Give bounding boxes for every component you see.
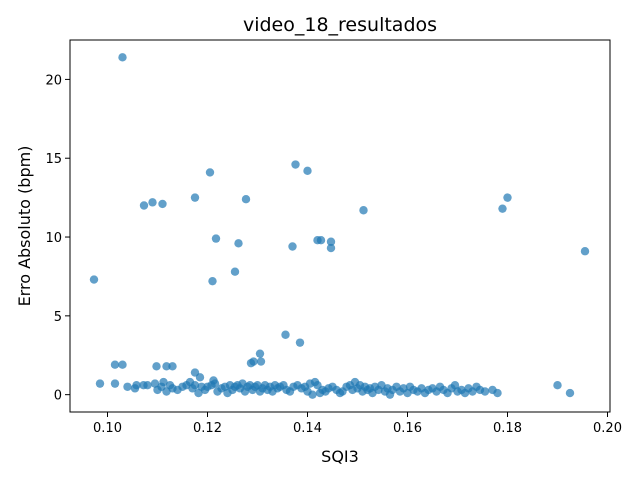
x-tick-label: 0.14 bbox=[293, 421, 322, 436]
data-point bbox=[143, 381, 152, 390]
data-point bbox=[195, 373, 205, 382]
data-point bbox=[303, 166, 312, 176]
data-point bbox=[89, 275, 99, 284]
data-point bbox=[148, 198, 157, 207]
data-point bbox=[450, 381, 460, 390]
data-point bbox=[208, 276, 217, 286]
data-point bbox=[316, 235, 326, 245]
data-point bbox=[132, 381, 141, 390]
data-point bbox=[565, 388, 575, 398]
x-axis-label: SQI3 bbox=[321, 447, 359, 466]
data-point bbox=[150, 379, 160, 388]
points-layer bbox=[89, 53, 590, 399]
data-point bbox=[359, 206, 368, 215]
data-point bbox=[288, 242, 297, 251]
data-point bbox=[152, 362, 161, 371]
plot-frame bbox=[69, 39, 611, 413]
data-point bbox=[308, 390, 317, 399]
data-point bbox=[162, 362, 171, 371]
y-axis-label: Erro Absoluto (bpm) bbox=[15, 146, 34, 307]
data-point bbox=[123, 382, 132, 391]
x-axis: 0.10 0.12 0.14 0.16 0.18 0.20 bbox=[93, 412, 622, 436]
data-point bbox=[230, 267, 240, 276]
x-tick-label: 0.18 bbox=[493, 421, 522, 436]
data-point bbox=[246, 358, 256, 368]
y-tick-label: 10 bbox=[45, 231, 62, 246]
y-tick-label: 5 bbox=[54, 310, 62, 325]
data-point bbox=[241, 195, 251, 204]
data-point bbox=[110, 360, 120, 369]
data-point bbox=[95, 379, 105, 388]
x-tick-label: 0.20 bbox=[593, 421, 622, 436]
data-point bbox=[194, 388, 203, 398]
data-point bbox=[110, 379, 120, 388]
data-point bbox=[326, 243, 336, 253]
y-tick-label: 20 bbox=[45, 73, 62, 88]
y-tick-label: 15 bbox=[45, 152, 62, 167]
x-tick-label: 0.12 bbox=[193, 421, 222, 436]
data-point bbox=[159, 377, 168, 387]
data-point bbox=[326, 237, 336, 246]
data-point bbox=[580, 247, 590, 256]
y-tick-label: 0 bbox=[54, 389, 62, 404]
data-point bbox=[493, 388, 502, 398]
x-tick-label: 0.16 bbox=[393, 421, 422, 436]
data-point bbox=[158, 199, 167, 209]
data-point bbox=[168, 362, 177, 371]
data-point bbox=[190, 381, 200, 390]
data-point bbox=[190, 193, 200, 202]
data-point bbox=[503, 193, 512, 202]
data-point bbox=[295, 338, 305, 347]
data-point bbox=[291, 160, 300, 169]
data-point bbox=[205, 168, 215, 177]
chart-title: video_18_resultados bbox=[243, 14, 437, 36]
data-point bbox=[118, 53, 127, 62]
data-point bbox=[118, 360, 127, 369]
data-point bbox=[234, 239, 243, 248]
data-point bbox=[139, 201, 149, 210]
data-point bbox=[480, 387, 490, 396]
data-point bbox=[211, 234, 221, 243]
y-axis: 0 5 10 15 20 bbox=[45, 73, 70, 404]
data-point bbox=[498, 204, 507, 213]
data-point bbox=[553, 381, 562, 390]
data-point bbox=[281, 330, 290, 339]
x-tick-label: 0.10 bbox=[93, 421, 122, 436]
data-point bbox=[210, 379, 220, 388]
data-point bbox=[256, 357, 266, 366]
data-point bbox=[255, 349, 265, 358]
